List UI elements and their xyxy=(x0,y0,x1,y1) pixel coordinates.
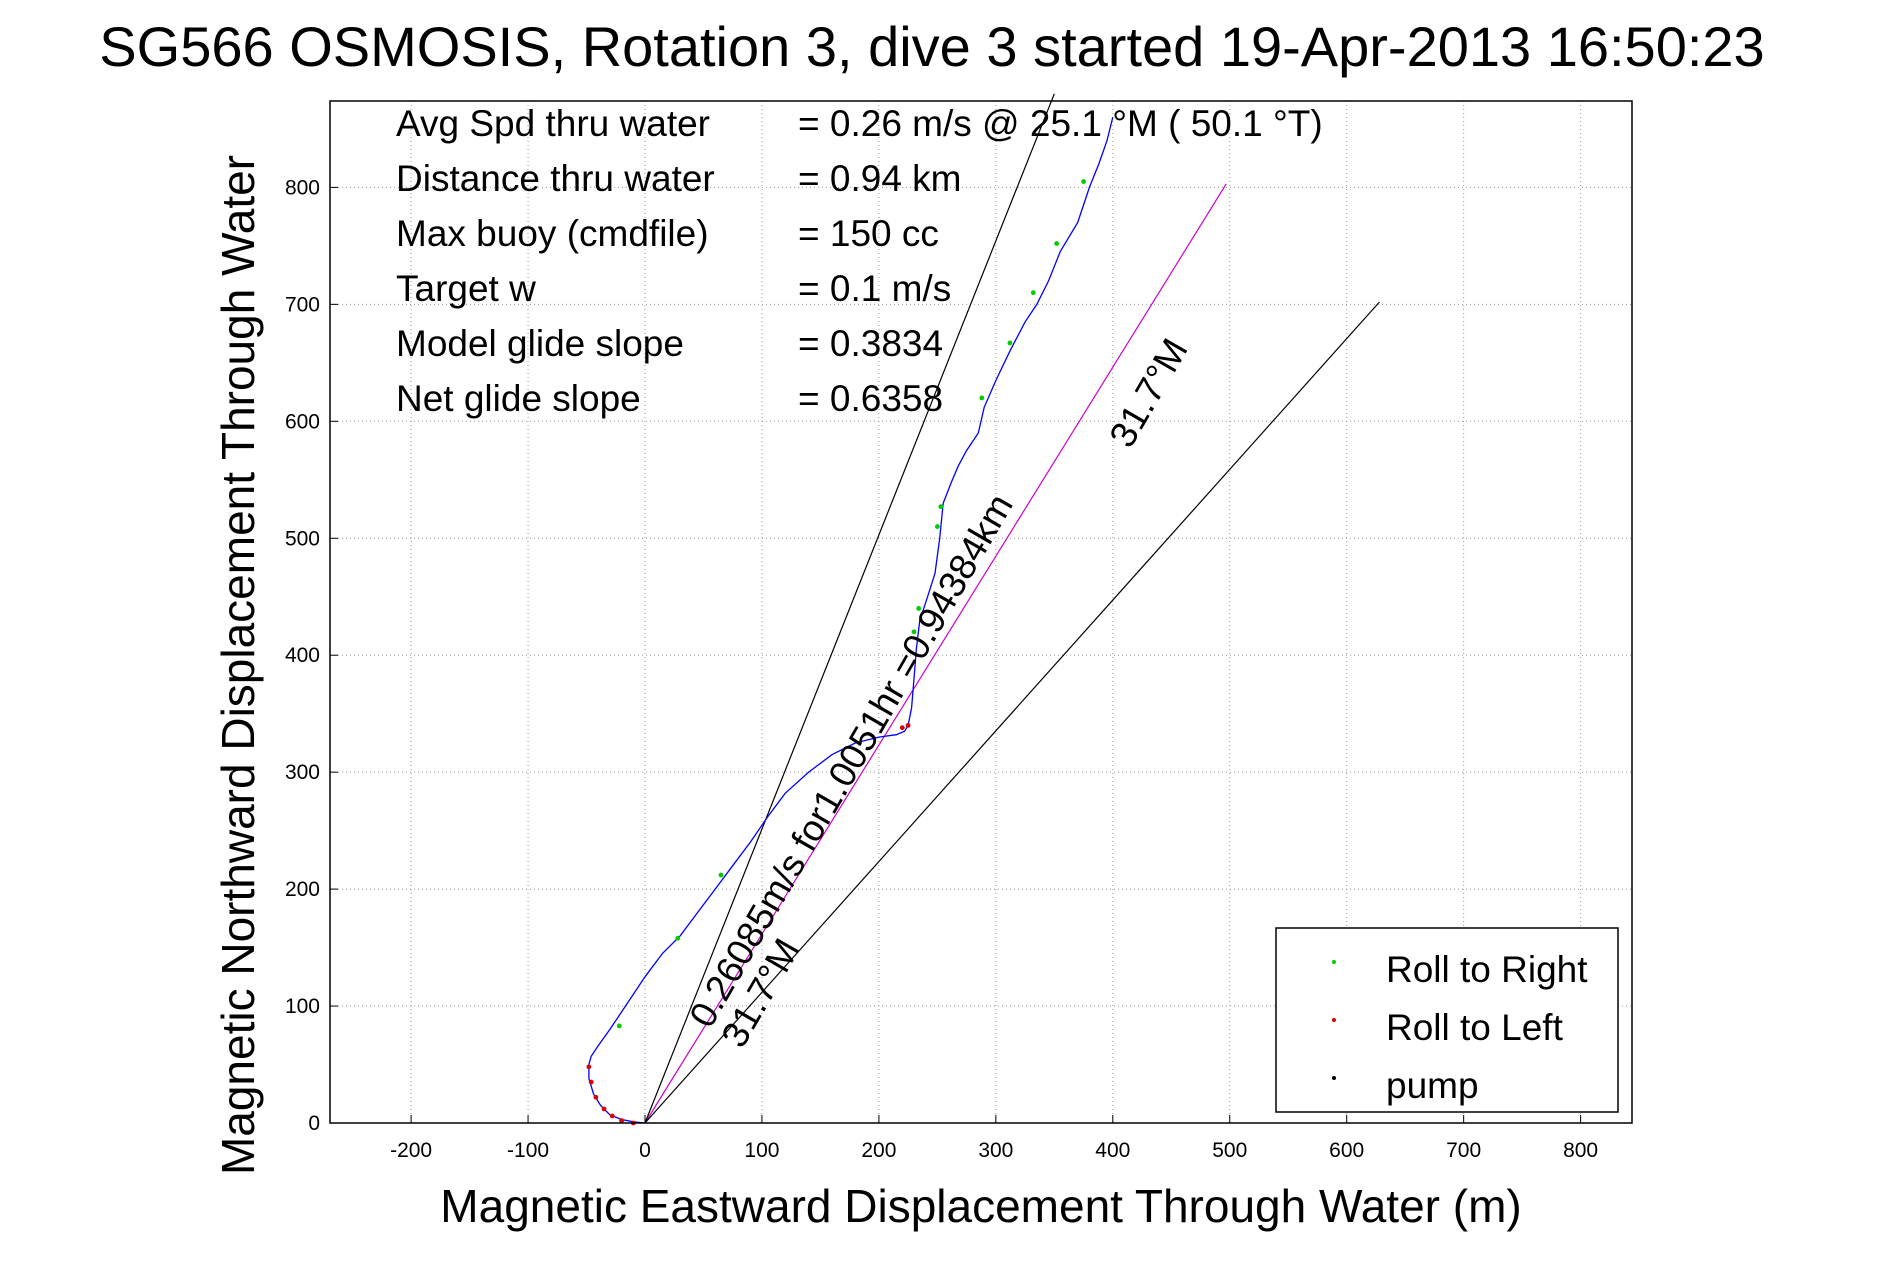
legend-label-roll-left: Roll to Left xyxy=(1386,1007,1564,1048)
annotation-heading-upper: 31.7°M xyxy=(1101,332,1195,454)
stat-value-target-w: = 0.1 m/s xyxy=(798,268,951,309)
stat-label-net-glide: Net glide slope xyxy=(396,378,641,419)
chart-title: SG566 OSMOSIS, Rotation 3, dive 3 starte… xyxy=(99,15,1764,78)
stat-value-model-glide: = 0.3834 xyxy=(798,323,943,364)
reference-line-right xyxy=(644,301,1380,1124)
x-tick-label: -200 xyxy=(390,1139,432,1162)
x-tick-label: -100 xyxy=(507,1139,549,1162)
y-tick-label: 300 xyxy=(285,761,320,784)
stats-block: Avg Spd thru water = 0.26 m/s @ 25.1 °M … xyxy=(396,103,1323,419)
y-tick-label: 400 xyxy=(285,644,320,667)
y-tick-label: 0 xyxy=(308,1112,320,1135)
legend-label-roll-right: Roll to Right xyxy=(1386,949,1588,990)
y-tick-labels: 0 100 200 300 400 500 600 700 800 xyxy=(285,176,320,1135)
x-tick-label: 800 xyxy=(1563,1139,1598,1162)
roll-left-point xyxy=(905,722,911,728)
roll-right-point xyxy=(934,524,940,529)
legend-marker-roll-right xyxy=(1332,960,1336,964)
roll-right-point xyxy=(916,606,922,611)
y-tick-label: 200 xyxy=(285,878,320,901)
stat-value-avg-speed: = 0.26 m/s @ 25.1 °M ( 50.1 °T) xyxy=(798,103,1323,144)
y-tick-label: 700 xyxy=(285,293,320,316)
x-tick-label: 300 xyxy=(978,1139,1013,1162)
x-tick-label: 200 xyxy=(861,1139,896,1162)
roll-right-point xyxy=(1030,290,1036,296)
legend-marker-roll-left xyxy=(1332,1018,1336,1022)
track xyxy=(588,117,1114,1124)
y-tick-label: 600 xyxy=(285,410,320,433)
reference-line-net xyxy=(644,183,1227,1124)
roll-right-point xyxy=(675,935,681,941)
x-tick-label: 0 xyxy=(639,1139,651,1162)
glider-track-line xyxy=(588,117,1114,1124)
roll-right-point xyxy=(1081,179,1086,184)
x-axis-label: Magnetic Eastward Displacement Through W… xyxy=(440,1180,1521,1232)
stat-label-model-glide: Model glide slope xyxy=(396,323,684,364)
roll-right-point xyxy=(1007,340,1013,346)
x-tick-label: 600 xyxy=(1329,1139,1364,1162)
y-tick-label: 100 xyxy=(285,995,320,1018)
roll-right-point xyxy=(718,872,724,878)
stat-label-target-w: Target w xyxy=(396,268,536,309)
roll-right-point xyxy=(979,395,985,401)
stat-value-net-glide: = 0.6358 xyxy=(798,378,943,419)
y-tick-label: 800 xyxy=(285,176,320,199)
roll-right-point xyxy=(938,504,944,510)
roll-right-point xyxy=(616,1023,622,1029)
x-tick-label: 400 xyxy=(1095,1139,1130,1162)
roll-right-point xyxy=(911,629,917,635)
x-tick-label: 500 xyxy=(1212,1139,1247,1162)
legend-label-pump: pump xyxy=(1386,1065,1479,1106)
roll-left-point xyxy=(593,1094,599,1100)
reference-line-left xyxy=(644,93,1055,1124)
roll-left-point xyxy=(609,1113,615,1119)
reference-lines xyxy=(644,93,1380,1124)
stat-label-avg-speed: Avg Spd thru water xyxy=(396,103,710,144)
x-tick-label: 700 xyxy=(1446,1139,1481,1162)
y-tick-label: 500 xyxy=(285,527,320,550)
y-axis-label: Magnetic Northward Displacement Through … xyxy=(212,155,264,1175)
stat-label-distance: Distance thru water xyxy=(396,158,715,199)
legend-marker-pump xyxy=(1332,1076,1336,1080)
legend: Roll to Right Roll to Left pump xyxy=(1275,927,1619,1113)
roll-markers xyxy=(586,179,1086,1126)
plot-area xyxy=(329,100,1633,1124)
roll-left-point xyxy=(619,1118,625,1124)
roll-left-point xyxy=(586,1064,592,1070)
roll-left-point xyxy=(601,1106,607,1112)
stat-value-max-buoy: = 150 cc xyxy=(798,213,939,254)
roll-left-point xyxy=(588,1079,594,1085)
stat-label-max-buoy: Max buoy (cmdfile) xyxy=(396,213,709,254)
stat-value-distance: = 0.94 km xyxy=(798,158,962,199)
roll-left-point xyxy=(899,725,905,731)
roll-right-point xyxy=(1054,241,1060,246)
x-tick-label: 100 xyxy=(744,1139,779,1162)
x-tick-labels: -200 -100 0 100 200 300 400 500 600 700 800 xyxy=(390,1139,1598,1162)
